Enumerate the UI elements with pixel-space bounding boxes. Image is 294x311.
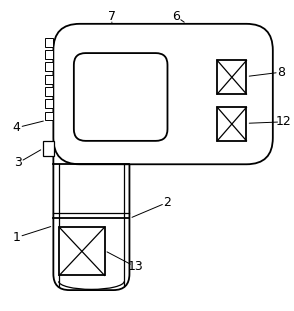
Bar <box>45 112 53 120</box>
FancyBboxPatch shape <box>74 53 168 141</box>
Text: 12: 12 <box>275 115 291 128</box>
Bar <box>217 60 246 94</box>
Text: 3: 3 <box>14 156 22 169</box>
Bar <box>43 142 54 156</box>
FancyBboxPatch shape <box>54 135 129 290</box>
Text: 2: 2 <box>163 196 171 209</box>
Text: 7: 7 <box>108 10 116 23</box>
Bar <box>45 75 53 84</box>
Bar <box>45 99 53 108</box>
Bar <box>45 38 53 47</box>
Bar <box>45 63 53 71</box>
Bar <box>217 107 246 141</box>
Text: 1: 1 <box>13 231 21 244</box>
FancyBboxPatch shape <box>54 24 273 164</box>
Text: 13: 13 <box>127 260 143 273</box>
Text: 5: 5 <box>161 121 168 134</box>
Text: 6: 6 <box>172 10 180 23</box>
Text: 8: 8 <box>278 66 285 79</box>
Text: 4: 4 <box>13 121 21 134</box>
Bar <box>45 87 53 96</box>
Bar <box>59 227 105 276</box>
Bar <box>45 50 53 59</box>
